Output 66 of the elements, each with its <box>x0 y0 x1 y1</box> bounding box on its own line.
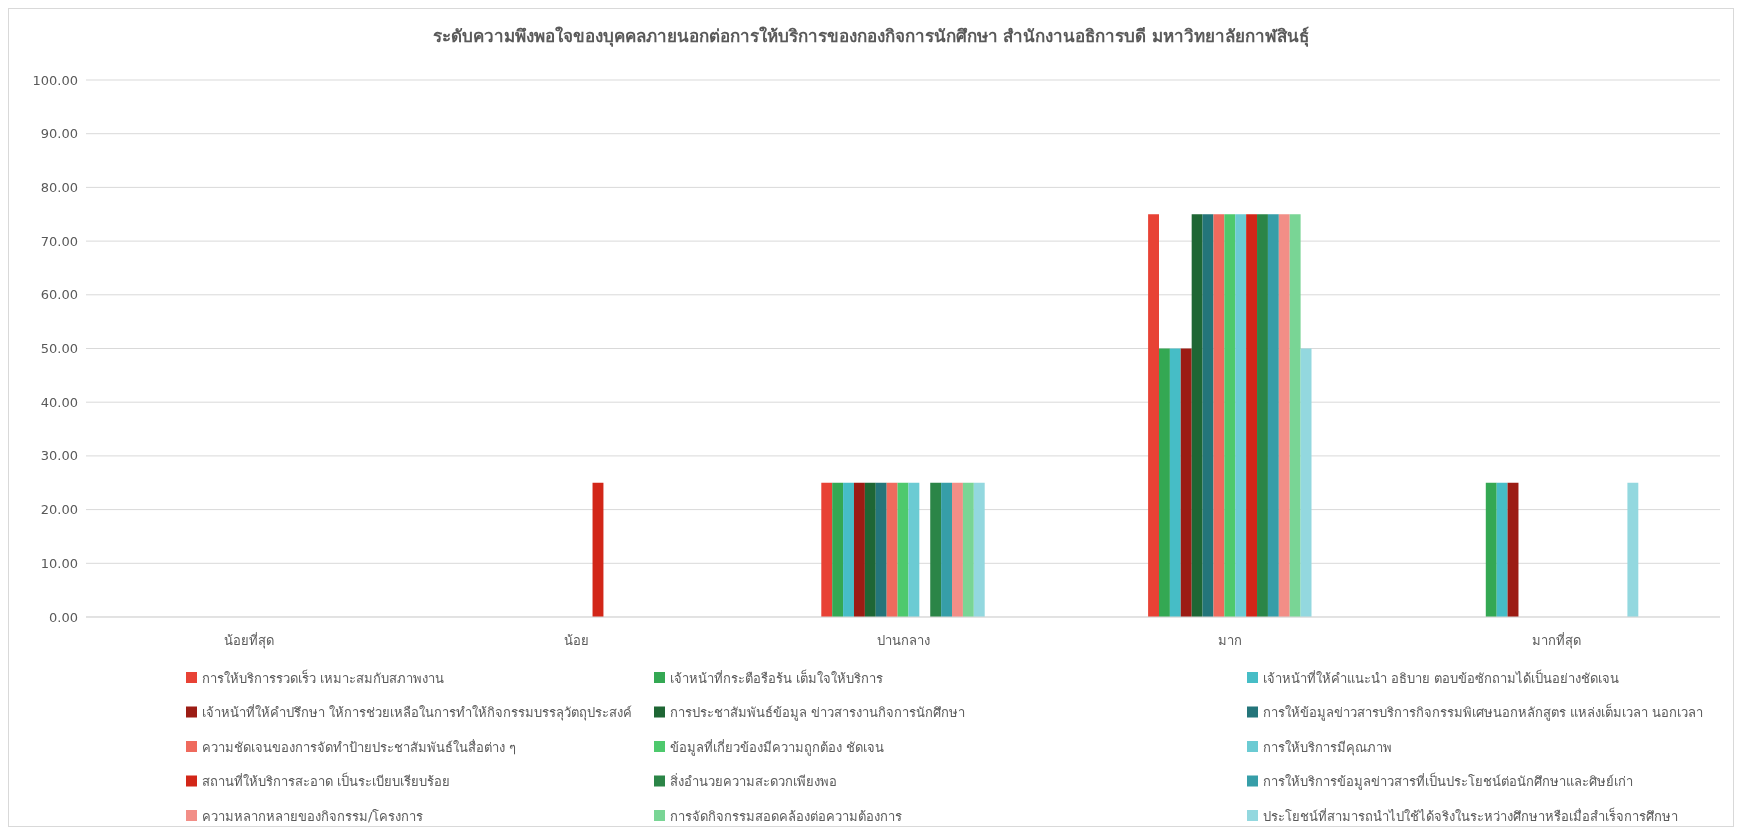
bar <box>1278 214 1290 617</box>
bar <box>1180 348 1192 617</box>
y-tick-label: 20.00 <box>40 502 78 518</box>
bar <box>908 482 920 617</box>
legend-label: เจ้าหน้าที่ให้คำแนะนำ อธิบาย ตอบข้อซักถามได้เป็นอย่างชัดเจน <box>1263 668 1620 686</box>
bar <box>1158 348 1170 617</box>
bar <box>1257 214 1268 617</box>
bar <box>897 482 909 617</box>
bar <box>592 482 604 617</box>
y-tick-label: 80.00 <box>40 179 78 195</box>
legend-label: การให้บริการมีคุณภาพ <box>1263 739 1392 756</box>
bar <box>1496 482 1508 617</box>
legend-label: การให้บริการรวดเร็ว เหมาะสมกับสภาพงาน <box>202 668 445 686</box>
legend-label: สถานที่ให้บริการสะอาด เป็นระเบียบเรียบร้อย <box>202 772 451 790</box>
bar <box>1485 482 1497 617</box>
bar <box>1246 214 1258 617</box>
bar <box>843 482 854 617</box>
bar <box>1213 214 1225 617</box>
bar <box>821 482 833 617</box>
bar <box>1289 214 1301 617</box>
bar <box>1202 214 1214 617</box>
bar <box>973 482 985 617</box>
bar <box>853 482 865 617</box>
bar <box>1148 214 1159 617</box>
y-tick-label: 10.00 <box>40 555 78 571</box>
y-tick-label: 90.00 <box>40 126 78 142</box>
bar <box>941 482 953 617</box>
bar <box>962 482 974 617</box>
y-tick-label: 50.00 <box>40 341 78 357</box>
x-tick-label: น้อยที่สุด <box>224 632 275 649</box>
bar <box>875 482 887 617</box>
bar <box>930 482 942 617</box>
y-tick-label: 70.00 <box>40 233 78 249</box>
bar <box>1169 348 1181 617</box>
bar <box>1235 214 1247 617</box>
bar <box>952 482 963 617</box>
y-tick-label: 30.00 <box>40 448 78 464</box>
bar <box>1191 214 1203 617</box>
y-tick-label: 60.00 <box>40 287 78 303</box>
bar <box>864 482 876 617</box>
bar <box>1507 482 1519 617</box>
legend-label: เจ้าหน้าที่กระตือรือร้น เต็มใจให้บริการ <box>670 668 884 686</box>
y-tick-label: 0.00 <box>49 609 78 625</box>
bar <box>1224 214 1236 617</box>
legend-label: การให้บริการข้อมูลข่าวสารที่เป็นประโยชน์ต่อนักศึกษาและศิษย์เก่า <box>1263 772 1633 791</box>
legend-label: เจ้าหน้าที่ให้คำปรึกษา ให้การช่วยเหลือในการทำให้กิจกรรมบรรลุวัตถุประสงค์ <box>202 704 633 722</box>
legend-label: ความชัดเจนของการจัดทำป้ายประชาสัมพันธ์ในสื่อต่าง ๆ <box>202 738 517 755</box>
bar <box>1627 482 1639 617</box>
legend-label: การจัดกิจกรรมสอดคล้องต่อความต้องการ <box>670 808 902 824</box>
x-tick-label: ปานกลาง <box>876 633 930 648</box>
y-tick-label: 100.00 <box>32 72 78 88</box>
legend-label: สิ่งอำนวยความสะดวกเพียงพอ <box>670 773 837 790</box>
y-tick-label: 40.00 <box>40 394 78 410</box>
bar <box>1300 348 1312 617</box>
bar <box>886 482 898 617</box>
legend-label: การประชาสัมพันธ์ข้อมูล ข่าวสารงานกิจการนักศึกษา <box>670 705 966 722</box>
legend-label: ข้อมูลที่เกี่ยวข้องมีความถูกต้อง ชัดเจน <box>670 738 885 756</box>
x-tick-label: น้อย <box>563 633 589 648</box>
legend-label: ความหลากหลายของกิจกรรม/โครงการ <box>202 808 424 824</box>
chart-title: ระดับความพึงพอใจของบุคคลภายนอกต่อการให้บริการของกองกิจการนักศึกษา สำนักงานอธิการบดี มหาวิทยาลัยกาฬสินธุ์ <box>432 26 1310 47</box>
x-tick-label: มาก <box>1217 633 1242 648</box>
bar <box>832 482 844 617</box>
x-tick-label: มากที่สุด <box>1532 632 1582 649</box>
bar <box>1267 214 1279 617</box>
legend-label: ประโยชน์ที่สามารถนำไปใช้ได้จริงในระหว่างศึกษาหรือเมื่อสำเร็จการศึกษา <box>1263 806 1678 824</box>
legend-label: การให้ข้อมูลข่าวสารบริการกิจกรรมพิเศษนอกหลักสูตร แหล่งเต็มเวลา นอกเวลา <box>1263 703 1704 722</box>
